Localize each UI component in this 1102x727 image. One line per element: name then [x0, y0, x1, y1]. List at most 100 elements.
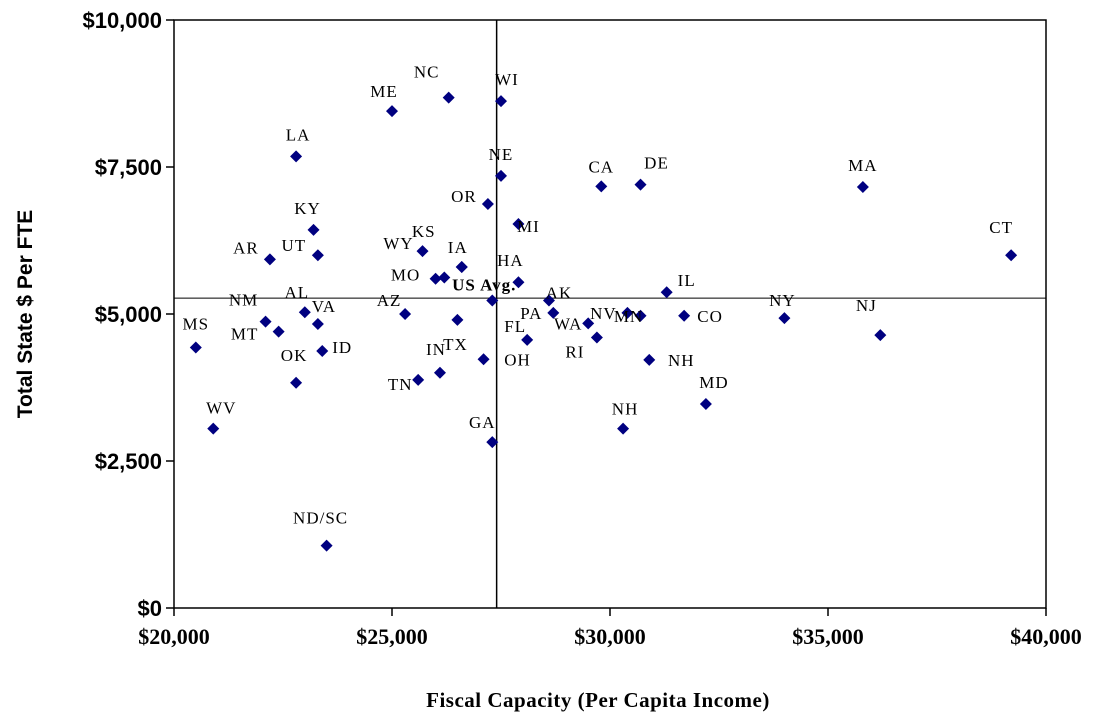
data-point — [259, 315, 272, 328]
point-label: WV — [206, 399, 236, 418]
data-point — [617, 422, 630, 435]
point-label: TN — [388, 375, 413, 394]
x-axis-title: Fiscal Capacity (Per Capita Income) — [426, 688, 770, 712]
point-label: ND/SC — [293, 509, 348, 528]
point-label: MO — [391, 266, 420, 285]
y-tick-label: $0 — [138, 596, 162, 621]
point-label: CT — [989, 218, 1013, 237]
data-point — [595, 180, 608, 193]
data-point — [699, 397, 712, 410]
x-axis: $20,000 $25,000 $30,000 $35,000 $40,000 — [138, 608, 1082, 649]
point-label: CO — [697, 307, 723, 326]
data-point — [542, 294, 555, 307]
point-label: DE — [644, 154, 669, 173]
data-point — [486, 436, 499, 449]
x-tick-label: $40,000 — [1010, 624, 1082, 649]
data-point — [778, 312, 791, 325]
point-label: OH — [504, 350, 531, 369]
point-label: LA — [286, 125, 311, 144]
point-label: IN — [426, 340, 446, 359]
point-label: MD — [699, 373, 728, 392]
point-label: WI — [495, 70, 519, 89]
data-point — [521, 333, 534, 346]
data-point — [874, 329, 887, 342]
point-label: KS — [412, 222, 436, 241]
point-label: MN — [614, 307, 643, 326]
data-point — [643, 353, 656, 366]
data-point — [438, 271, 451, 284]
data-point — [412, 373, 425, 386]
y-tick-label: $2,500 — [95, 449, 162, 474]
data-point — [316, 345, 329, 358]
point-label: NH — [612, 400, 639, 419]
point-label: IA — [448, 238, 468, 257]
point-label: OK — [281, 346, 308, 365]
point-label: NH — [668, 351, 695, 370]
point-label: VA — [312, 297, 336, 316]
point-label: NJ — [856, 296, 877, 315]
data-point — [207, 422, 220, 435]
data-points — [189, 91, 1018, 552]
point-label: MA — [848, 156, 877, 175]
data-point — [1005, 249, 1018, 262]
point-label: US Avg. — [452, 275, 516, 294]
data-point — [442, 91, 455, 104]
data-point — [451, 313, 464, 326]
data-point — [678, 309, 691, 322]
data-point — [298, 306, 311, 319]
data-point — [189, 341, 202, 354]
y-tick-label: $10,000 — [82, 8, 162, 33]
point-label: AZ — [377, 291, 402, 310]
data-point — [290, 150, 303, 163]
point-label: WA — [554, 314, 582, 333]
data-point — [547, 306, 560, 319]
data-point — [272, 325, 285, 338]
data-point — [512, 218, 525, 231]
y-tick-label: $7,500 — [95, 155, 162, 180]
point-label: MT — [231, 325, 259, 344]
point-label: GA — [469, 413, 496, 432]
point-label: NM — [229, 291, 258, 310]
data-point — [263, 253, 276, 266]
data-point — [660, 286, 673, 299]
data-point — [856, 180, 869, 193]
data-point — [429, 272, 442, 285]
data-point — [307, 223, 320, 236]
point-label: CA — [588, 157, 614, 176]
data-point — [634, 178, 647, 191]
point-label: KY — [294, 199, 321, 218]
data-point — [320, 539, 333, 552]
point-label: NE — [489, 145, 514, 164]
data-point — [311, 249, 324, 262]
y-tick-label: $5,000 — [95, 302, 162, 327]
point-label: UT — [282, 236, 307, 255]
data-point — [495, 95, 507, 108]
data-point — [495, 169, 507, 182]
data-point — [311, 317, 324, 330]
point-label: TX — [443, 335, 468, 354]
point-label: WY — [383, 234, 413, 253]
x-tick-label: $30,000 — [574, 624, 646, 649]
data-point — [416, 245, 429, 258]
point-label: AR — [233, 238, 259, 257]
y-axis: $0 $2,500 $5,000 $7,500 $10,000 — [82, 8, 174, 621]
data-point — [399, 308, 412, 320]
y-axis-title: Total State $ Per FTE — [14, 210, 37, 419]
point-label: MS — [183, 315, 210, 334]
data-point — [433, 366, 446, 379]
reference-lines — [174, 20, 1046, 608]
data-point — [477, 353, 490, 366]
data-point — [486, 294, 499, 307]
data-point — [634, 309, 647, 322]
point-label: OR — [451, 187, 477, 206]
point-label: ME — [370, 82, 398, 101]
data-point — [386, 105, 398, 118]
data-point — [621, 306, 634, 319]
data-point — [290, 376, 303, 389]
point-label: FL — [504, 317, 526, 336]
point-label: NC — [414, 63, 440, 82]
point-label: IL — [678, 271, 696, 290]
data-point — [582, 317, 595, 330]
data-point — [481, 198, 494, 211]
